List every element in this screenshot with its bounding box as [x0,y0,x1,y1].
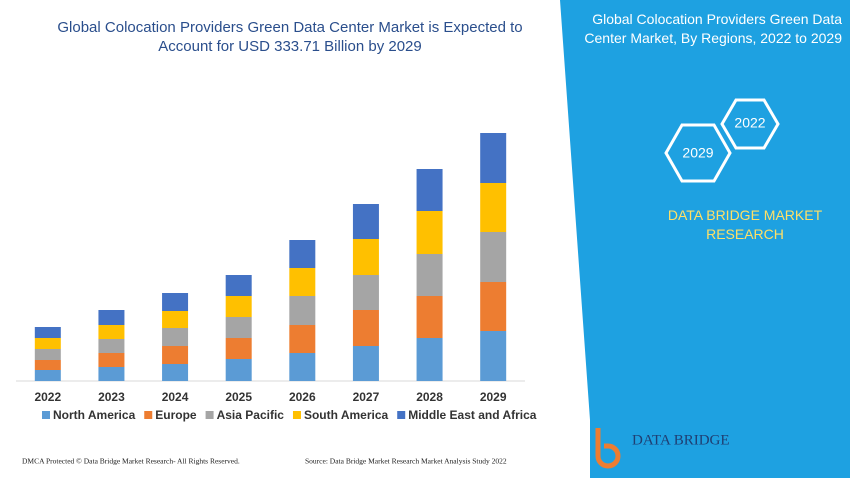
hex-label: 2029 [682,145,713,161]
bar-segment [98,367,125,381]
bar-segment [289,296,316,325]
bar-segment [162,346,189,364]
x-tick-label: 2028 [416,390,443,404]
bar-segment [162,364,189,381]
hex-label: 2022 [734,115,765,131]
bar-segment [98,325,125,339]
legend-swatch [205,411,214,419]
brand: DATA BRIDGE MARKET RESEARCH [667,207,823,242]
bar-segment [225,317,252,338]
legend-swatch [144,411,153,419]
bar-segment [34,327,61,338]
bar-segment [352,275,379,310]
bar-segment [352,204,379,239]
bar-segment [225,296,252,317]
chart-title: Global Colocation Providers Green Data C… [57,19,523,55]
bar-segment [98,339,125,353]
bar-segment [416,169,443,211]
bar-segment [480,232,507,282]
legend-swatch [292,411,301,419]
x-tick-label: 2025 [225,390,252,404]
legend-label: Europe [155,408,197,422]
footer-right: Source: Data Bridge Market Research Mark… [305,457,507,466]
bar-segment [289,325,316,353]
bar-segment [98,310,125,325]
bar-segment [352,346,379,381]
bar-segment [480,133,507,183]
title-box: Global Colocation Providers Green Data C… [57,19,523,55]
legend-swatch [397,411,406,419]
x-tick-label: 2023 [98,390,125,404]
bar-segment [225,338,252,359]
bar-segment [289,240,316,268]
bar-segment [34,338,61,349]
bar-segment [289,353,316,381]
x-tick-label: 2027 [353,390,380,404]
bar-segment [162,311,189,328]
legend-label: North America [53,408,136,422]
x-tick-label: 2022 [34,390,61,404]
legend-label: Asia Pacific [217,408,285,422]
bar-segment [289,268,316,296]
bar-segment [416,338,443,381]
bar-segment [34,349,61,360]
bar-segment [34,370,61,381]
side-panel [560,0,850,478]
bar-segment [352,239,379,275]
bar-segment [416,296,443,338]
bar-segment [225,359,252,381]
panel-title: Global Colocation Providers Green Data C… [584,11,842,46]
bar-segment [98,353,125,367]
bar-segment [162,293,189,311]
legend-label: South America [304,408,389,422]
bar-segment [480,282,507,331]
bar-segment [416,211,443,254]
x-tick-label: 2024 [162,390,189,404]
hexagon [720,98,780,150]
panel-title-box: Global Colocation Providers Green Data C… [584,11,842,46]
bar-segment [480,331,507,381]
bar-segment [162,328,189,346]
footer-left: DMCA Protected © Data Bridge Market Rese… [22,457,240,466]
brand-box: DATA BRIDGE MARKET RESEARCH [667,207,823,242]
x-tick-label: 2026 [289,390,316,404]
legend-swatch [42,411,50,419]
bar-segment [34,360,61,370]
logo-text: DATA BRIDGE [632,432,730,448]
hexagon [664,123,732,183]
legend-label: Middle East and Africa [408,408,537,422]
bar-segment [352,310,379,346]
bar-segment [416,254,443,296]
bar-segment [480,183,507,232]
logo-icon [595,428,621,469]
bar-segment [225,275,252,296]
x-tick-label: 2029 [480,390,507,404]
